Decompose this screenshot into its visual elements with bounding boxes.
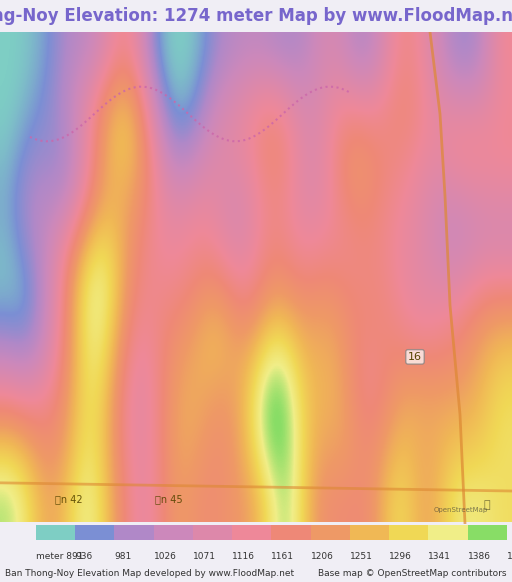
Text: 1071: 1071: [193, 552, 216, 561]
FancyBboxPatch shape: [467, 525, 507, 540]
Text: Ban Thong-Noy Elevation Map developed by www.FloodMap.net: Ban Thong-Noy Elevation Map developed by…: [5, 569, 294, 578]
Text: 1206: 1206: [311, 552, 333, 561]
FancyBboxPatch shape: [193, 525, 232, 540]
Text: OpenStreetMap: OpenStreetMap: [434, 507, 488, 513]
FancyBboxPatch shape: [389, 525, 429, 540]
FancyBboxPatch shape: [36, 525, 75, 540]
FancyBboxPatch shape: [114, 525, 154, 540]
Text: 1026: 1026: [154, 552, 177, 561]
Text: 1386: 1386: [467, 552, 490, 561]
Text: meter 891: meter 891: [36, 552, 83, 561]
FancyBboxPatch shape: [75, 525, 114, 540]
Text: ถn 42: ถn 42: [55, 494, 82, 504]
FancyBboxPatch shape: [232, 525, 271, 540]
FancyBboxPatch shape: [311, 525, 350, 540]
Text: 981: 981: [114, 552, 132, 561]
FancyBboxPatch shape: [429, 525, 467, 540]
Text: 16: 16: [408, 352, 422, 362]
FancyBboxPatch shape: [350, 525, 389, 540]
FancyBboxPatch shape: [154, 525, 193, 540]
Text: 1251: 1251: [350, 552, 373, 561]
Text: 1161: 1161: [271, 552, 294, 561]
Text: Base map © OpenStreetMap contributors: Base map © OpenStreetMap contributors: [318, 569, 507, 578]
Text: 1431: 1431: [507, 552, 512, 561]
Text: ถn 45: ถn 45: [155, 494, 183, 504]
Text: 1296: 1296: [389, 552, 412, 561]
Text: 1341: 1341: [429, 552, 451, 561]
FancyBboxPatch shape: [271, 525, 311, 540]
Text: 936: 936: [75, 552, 92, 561]
Text: 🔍: 🔍: [483, 500, 490, 510]
Text: Ban Thong-Noy Elevation: 1274 meter Map by www.FloodMap.net (beta): Ban Thong-Noy Elevation: 1274 meter Map …: [0, 7, 512, 25]
Text: 1116: 1116: [232, 552, 255, 561]
